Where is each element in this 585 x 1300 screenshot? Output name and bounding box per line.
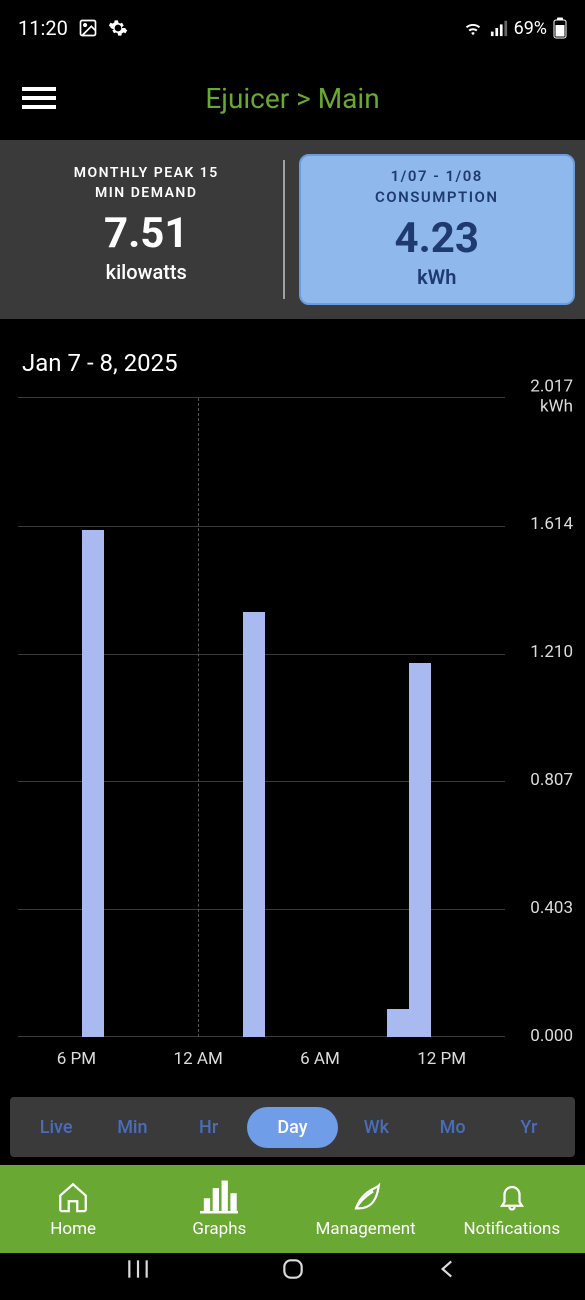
midnight-line	[198, 398, 199, 1037]
chart-x-axis: 6 PM 12 AM 6 AM 12 PM	[18, 1037, 505, 1077]
status-time: 11:20	[18, 16, 68, 40]
chart-bar[interactable]	[243, 612, 265, 1037]
y-tick-label: 1.210	[505, 643, 573, 663]
range-live[interactable]: Live	[18, 1107, 94, 1148]
barchart-icon	[200, 1179, 238, 1215]
divider	[283, 160, 285, 299]
y-tick-label: 0.403	[505, 899, 573, 919]
range-day[interactable]: Day	[247, 1107, 339, 1148]
system-nav-bar	[0, 1238, 585, 1300]
chart-bar[interactable]	[387, 1009, 409, 1038]
signal-icon	[490, 19, 508, 37]
bell-icon	[497, 1179, 527, 1215]
nav-label: Notifications	[464, 1219, 561, 1239]
chart-bar[interactable]	[82, 530, 104, 1037]
status-battery-pct: 69%	[514, 18, 547, 39]
range-min[interactable]: Min	[94, 1107, 170, 1148]
chart-section: Jan 7 - 8, 2025 2.017kWh 1.614 1.210 0.807 0…	[0, 319, 585, 1087]
status-bar: 11:20 69%	[0, 0, 585, 56]
wifi-icon	[462, 19, 484, 37]
x-tick-label: 12 PM	[417, 1049, 466, 1069]
menu-button[interactable]	[22, 87, 56, 109]
recents-button[interactable]	[125, 1256, 151, 1282]
nav-label: Graphs	[192, 1219, 246, 1239]
y-tick-label: 0.000	[505, 1027, 573, 1047]
x-tick-label: 6 PM	[57, 1049, 96, 1069]
app-header: Ejuicer > Main	[0, 56, 585, 140]
stat-value: 4.23	[309, 214, 566, 263]
leaf-icon	[349, 1179, 383, 1215]
gridline	[18, 526, 505, 527]
battery-icon	[553, 17, 567, 39]
x-tick-label: 12 AM	[174, 1049, 223, 1069]
range-yr[interactable]: Yr	[491, 1107, 567, 1148]
x-tick-label: 6 AM	[300, 1049, 340, 1069]
stat-label-line: MIN DEMAND	[18, 184, 275, 204]
image-icon	[78, 18, 98, 38]
breadcrumb[interactable]: Ejuicer > Main	[205, 82, 379, 115]
stat-unit: kWh	[309, 265, 566, 289]
home-icon	[56, 1179, 90, 1215]
home-button[interactable]	[280, 1256, 306, 1282]
stat-label-line: 1/07 - 1/08	[309, 166, 566, 187]
nav-label: Home	[50, 1219, 96, 1239]
range-selector: LiveMinHrDayWkMoYr	[10, 1097, 575, 1157]
nav-label: Management	[316, 1219, 416, 1239]
chart-y-axis: 2.017kWh1.6141.2100.8070.4030.000	[505, 397, 573, 1037]
chart-bar[interactable]	[409, 663, 431, 1037]
stat-label-line: CONSUMPTION	[309, 187, 566, 208]
consumption-card[interactable]: 1/07 - 1/08 CONSUMPTION 4.23 kWh	[299, 154, 576, 305]
stat-label-line: MONTHLY PEAK 15	[18, 164, 275, 184]
back-button[interactable]	[435, 1256, 461, 1282]
range-hr[interactable]: Hr	[171, 1107, 247, 1148]
gear-icon	[108, 18, 128, 38]
peak-demand-card[interactable]: MONTHLY PEAK 15 MIN DEMAND 7.51 kilowatt…	[10, 154, 283, 305]
y-tick-label: 2.017kWh	[505, 377, 573, 416]
y-tick-label: 1.614	[505, 515, 573, 535]
stat-value: 7.51	[18, 209, 275, 258]
y-tick-label: 0.807	[505, 771, 573, 791]
range-mo[interactable]: Mo	[415, 1107, 491, 1148]
chart-title: Jan 7 - 8, 2025	[18, 349, 573, 377]
stats-row: MONTHLY PEAK 15 MIN DEMAND 7.51 kilowatt…	[0, 140, 585, 319]
range-wk[interactable]: Wk	[338, 1107, 414, 1148]
chart-plot[interactable]	[18, 397, 505, 1037]
stat-unit: kilowatts	[18, 260, 275, 284]
